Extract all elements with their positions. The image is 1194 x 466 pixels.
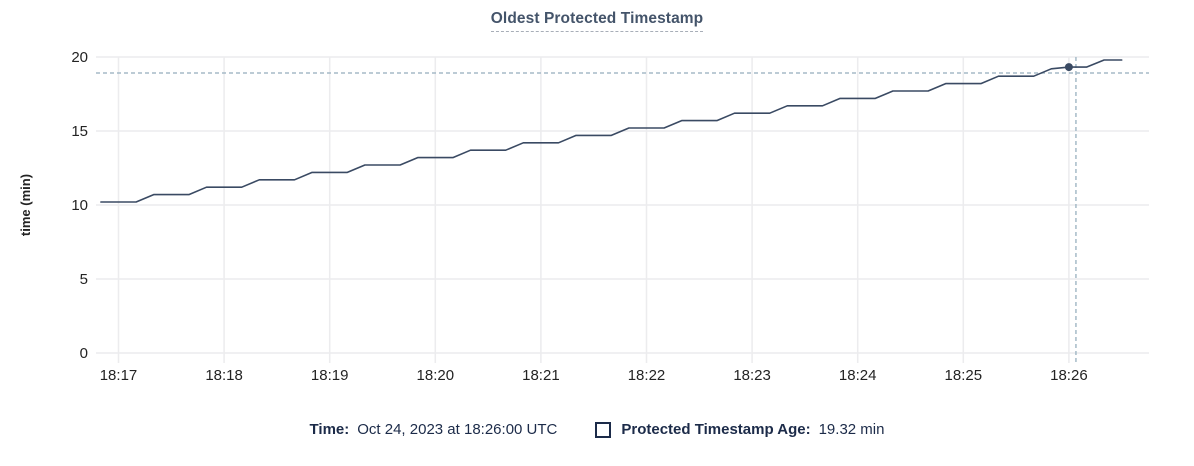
y-tick-label: 0 (80, 345, 88, 362)
x-tick-label: 18:25 (945, 367, 983, 384)
x-tick-label: 18:23 (733, 367, 771, 384)
chart-title[interactable]: Oldest Protected Timestamp (490, 10, 704, 32)
tooltip-series-group: Protected Timestamp Age: 19.32 min (595, 421, 884, 438)
tooltip-time-group: Time: Oct 24, 2023 at 18:26:00 UTC (310, 421, 558, 438)
hover-tooltip-bar: Time: Oct 24, 2023 at 18:26:00 UTC Prote… (0, 421, 1194, 438)
x-tick-label: 18:20 (417, 367, 455, 384)
x-gridlines (117, 57, 1070, 363)
hover-crosshair (96, 57, 1149, 363)
series-swatch-icon (595, 421, 612, 438)
y-tick-label: 5 (80, 271, 88, 288)
y-tick-label: 10 (71, 197, 88, 214)
series-line (100, 59, 1123, 203)
x-axis-tick-labels: 18:17 18:18 18:19 18:20 18:21 18:22 18:23 18:24… (100, 367, 1088, 384)
hovered-data-point (1064, 63, 1073, 72)
tooltip-series-value: 19.32 min (818, 421, 885, 438)
y-axis-title-group: time (min) (18, 174, 33, 236)
y-gridlines (96, 56, 1149, 354)
x-tick-label: 18:17 (100, 367, 138, 384)
highlight-group (1064, 63, 1073, 72)
tooltip-series-label: Protected Timestamp Age: (621, 421, 811, 438)
y-axis-title: time (min) (18, 174, 33, 236)
y-tick-label: 15 (71, 123, 88, 140)
x-tick-label: 18:18 (205, 367, 243, 384)
title-row: Oldest Protected Timestamp (0, 10, 1194, 32)
y-tick-label: 20 (71, 49, 88, 66)
series-line-group (100, 59, 1123, 203)
tooltip-time-label: Time: (309, 421, 350, 438)
x-tick-label: 18:21 (522, 367, 560, 384)
x-tick-label: 18:19 (311, 367, 349, 384)
x-tick-label: 18:26 (1050, 367, 1088, 384)
y-axis-tick-labels: 0 5 10 15 20 (71, 49, 88, 362)
tooltip-time-value: Oct 24, 2023 at 18:26:00 UTC (357, 421, 558, 438)
x-tick-label: 18:24 (839, 367, 877, 384)
x-tick-label: 18:22 (628, 367, 666, 384)
